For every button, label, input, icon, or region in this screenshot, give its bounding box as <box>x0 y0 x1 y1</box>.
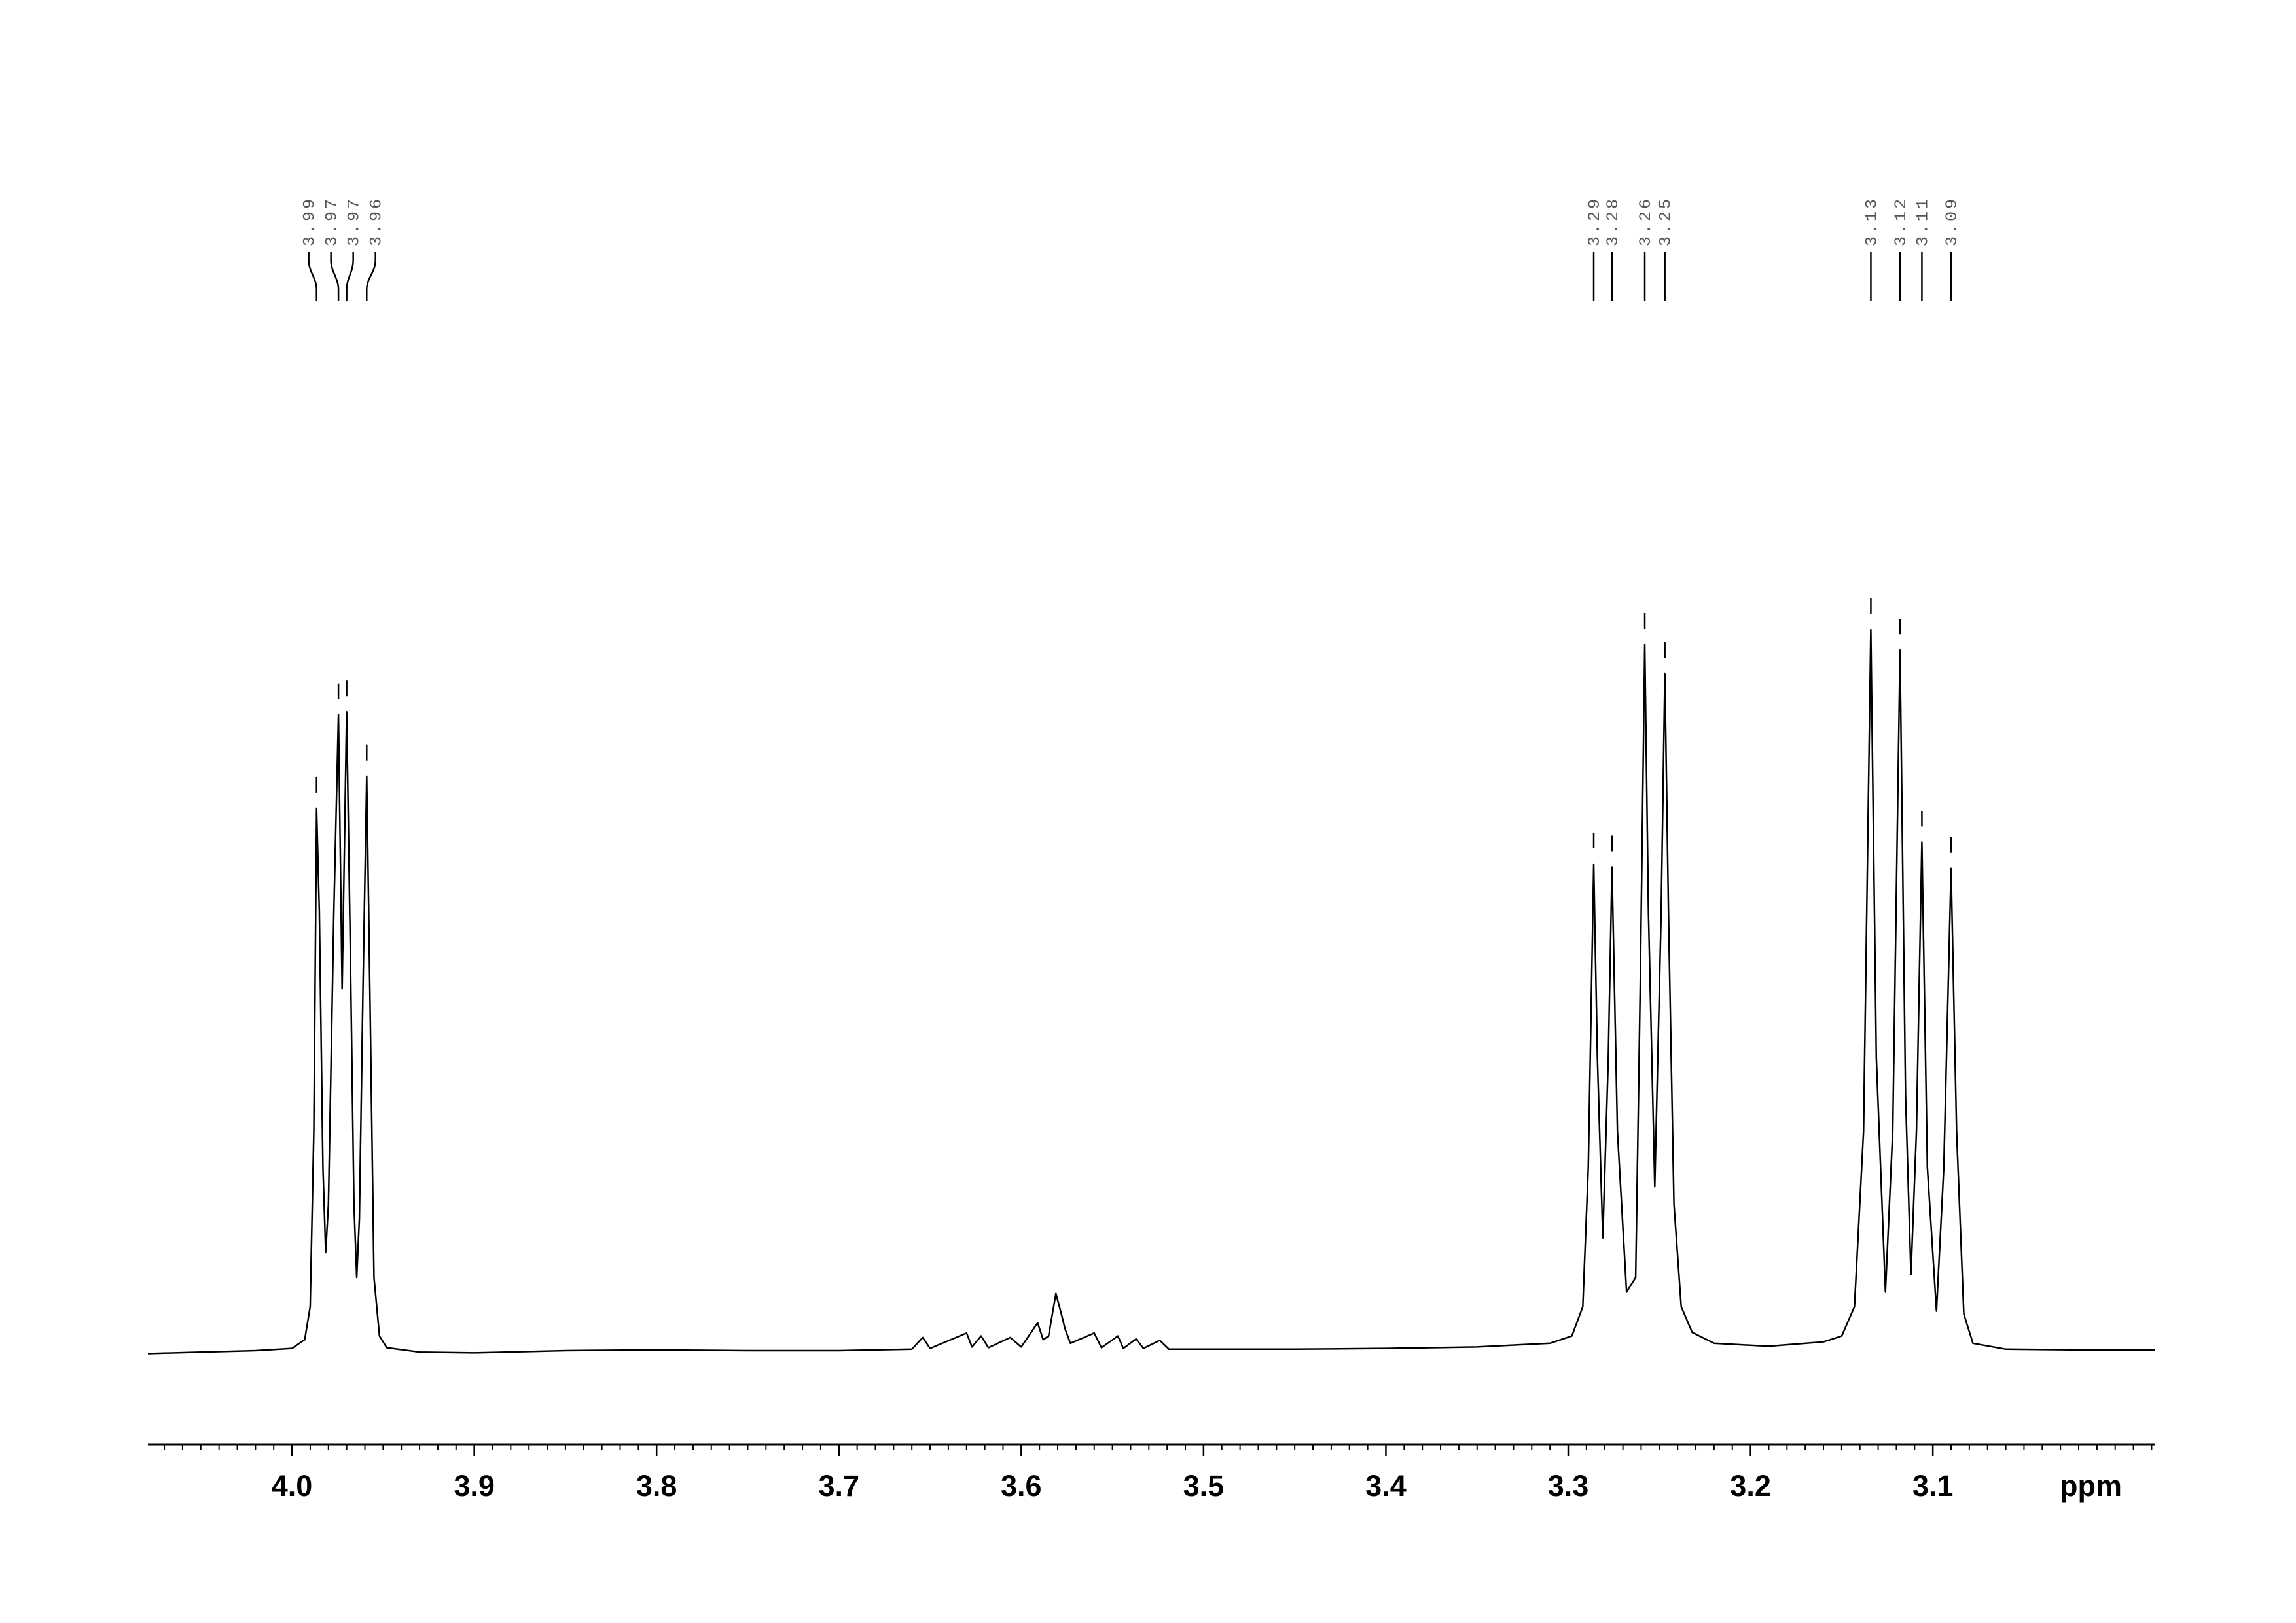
x-tick-label: 3.3 <box>1548 1469 1589 1503</box>
peak-label: 3.97 <box>345 196 364 246</box>
peak-leader <box>346 252 354 301</box>
peak-label: 3.99 <box>300 196 319 246</box>
x-tick-label: 3.4 <box>1365 1469 1407 1503</box>
peak-label: 3.97 <box>323 196 342 246</box>
x-tick-label: 3.9 <box>454 1469 495 1503</box>
x-tick-label: 3.8 <box>636 1469 677 1503</box>
peak-label: 3.12 <box>1892 196 1910 246</box>
peak-leader <box>330 252 340 301</box>
peak-label: 3.26 <box>1636 196 1655 246</box>
peak-label: 3.11 <box>1913 196 1932 246</box>
peak-label: 3.25 <box>1657 196 1676 246</box>
spectrum-line <box>147 629 2155 1355</box>
peak-leader <box>308 252 317 301</box>
peak-label: 3.13 <box>1862 196 1881 246</box>
peak-label: 3.09 <box>1943 196 1962 246</box>
peak-label: 3.96 <box>367 196 386 246</box>
x-tick-label: 3.2 <box>1730 1469 1771 1503</box>
peak-label: 3.28 <box>1604 196 1623 246</box>
x-tick-label: 3.6 <box>1001 1469 1042 1503</box>
x-tick-label: 3.5 <box>1183 1469 1225 1503</box>
peak-leader <box>366 252 376 301</box>
x-axis-label: ppm <box>2060 1469 2122 1503</box>
x-tick-label: 3.1 <box>1912 1469 1954 1503</box>
peak-label: 3.29 <box>1585 196 1604 246</box>
x-tick-label: 3.7 <box>818 1469 859 1503</box>
x-tick-label: 4.0 <box>272 1469 313 1503</box>
